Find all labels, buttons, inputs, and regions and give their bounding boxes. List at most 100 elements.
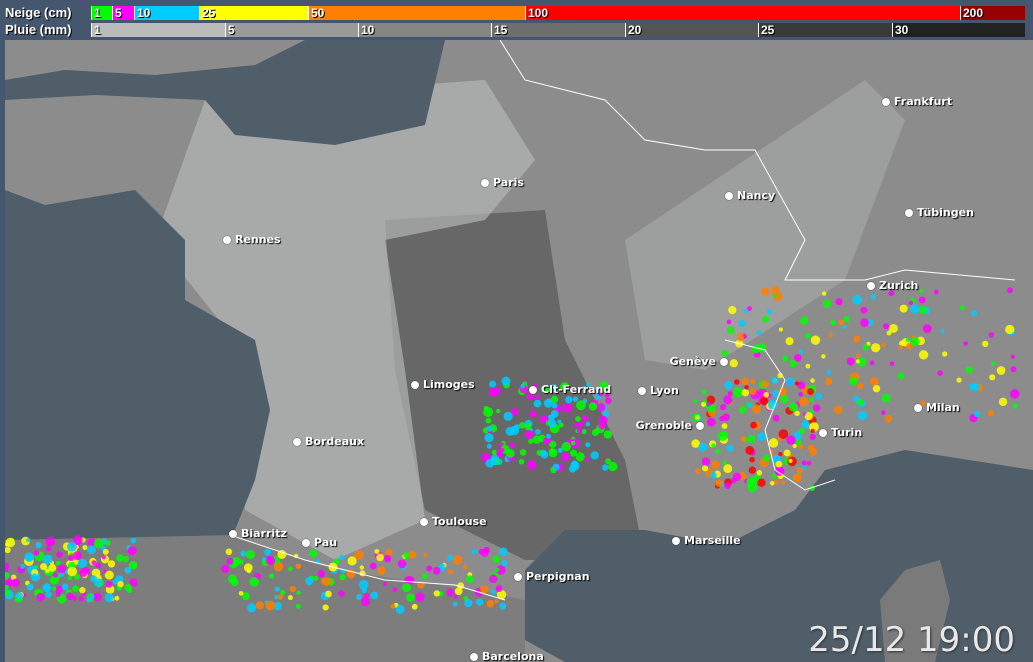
snow-patch (295, 563, 302, 570)
city-marker[interactable]: Frankfurt (882, 95, 952, 108)
city-marker[interactable]: Tübingen (905, 206, 974, 219)
snow-patch (551, 402, 558, 409)
snow-patch (722, 460, 727, 466)
snow-patch (792, 473, 802, 483)
rain-legend-step: 25 (758, 23, 892, 37)
snow-patch (383, 581, 388, 587)
border-pyrenees (229, 534, 506, 601)
snow-patch (849, 376, 858, 386)
snow-patch (452, 601, 458, 607)
snow-patch (744, 385, 749, 390)
snow-patch (801, 465, 806, 471)
snow-patch (45, 591, 52, 598)
city-marker[interactable]: Marseille (672, 534, 741, 547)
city-marker[interactable]: Barcelona (470, 650, 544, 662)
city-dot-icon (514, 572, 522, 581)
city-name: Clt-Ferrand (541, 383, 612, 396)
snow-patch (255, 601, 265, 610)
snow-patch (810, 335, 821, 345)
snow-patch (603, 430, 612, 439)
city-marker[interactable]: Limoges (411, 378, 475, 391)
snow-patch (717, 431, 728, 441)
snow-patch (390, 604, 396, 609)
snow-patch (756, 330, 762, 335)
snow-patch (416, 580, 425, 589)
snow-patch (55, 592, 61, 597)
snow-patch (585, 442, 591, 448)
city-marker[interactable]: Perpignan (514, 570, 590, 583)
snow-patch (492, 555, 500, 564)
snow-patch (339, 554, 345, 561)
map-canvas[interactable] (5, 40, 1033, 662)
snow-patch (853, 335, 861, 343)
snow-patch (406, 576, 415, 585)
snow-patch (72, 551, 82, 561)
snow-patch (807, 388, 814, 395)
rain-legend-step: 10 (358, 23, 491, 37)
city-marker[interactable]: Milan (914, 401, 960, 414)
snow-patch (89, 594, 95, 599)
snow-patch (35, 542, 42, 549)
snow-patch (411, 603, 418, 610)
city-name: Lyon (650, 384, 679, 397)
snow-patch (54, 585, 64, 594)
city-marker[interactable]: Pau (302, 536, 337, 549)
snow-patch (778, 429, 789, 439)
city-marker[interactable]: Genève (670, 355, 728, 368)
snow-patch (503, 411, 513, 421)
city-marker[interactable]: Zurich (867, 279, 918, 292)
snow-patch (92, 592, 102, 602)
snow-patch (604, 392, 610, 398)
snow-patch (518, 422, 526, 429)
snow-patch (804, 412, 813, 421)
city-marker[interactable]: Biarritz (229, 527, 287, 540)
snow-patch (475, 598, 484, 606)
snow-patch (741, 388, 750, 397)
snow-patch (127, 546, 137, 556)
snow-patch (406, 593, 415, 602)
snow-patch (794, 410, 800, 417)
snow-patch (768, 399, 778, 410)
city-dot-icon (819, 428, 827, 437)
city-marker[interactable]: Toulouse (420, 515, 487, 528)
snow-patch (605, 397, 612, 404)
snow-patch (805, 363, 811, 369)
snow-patch (701, 457, 711, 466)
forecast-timestamp: 25/12 19:00 (808, 620, 1015, 660)
snow-patch (1010, 354, 1015, 359)
snow-patch (562, 403, 573, 413)
snow-patch (768, 438, 779, 448)
city-dot-icon (411, 380, 419, 389)
snow-patch (485, 458, 495, 468)
city-marker[interactable]: Clt-Ferrand (529, 383, 611, 396)
snow-patch (347, 556, 357, 566)
snow-patch (884, 414, 893, 423)
snow-patch (788, 401, 799, 412)
snow-patch (494, 599, 499, 604)
snow-patch (112, 579, 119, 585)
snow-patch (539, 414, 549, 424)
snow-patch (780, 480, 786, 485)
city-marker[interactable]: Grenoble (636, 419, 704, 432)
snow-patch (757, 432, 766, 441)
snow-patch (518, 459, 525, 465)
snow-patch (104, 570, 114, 580)
snow-patch (32, 573, 37, 579)
snow-patch (52, 586, 57, 591)
snow-patch (526, 460, 537, 470)
snow-patch (274, 586, 281, 592)
snow-patch (552, 463, 560, 471)
city-marker[interactable]: Rennes (223, 233, 281, 246)
city-marker[interactable]: Paris (481, 176, 524, 189)
snow-patch (45, 536, 56, 547)
city-dot-icon (914, 403, 922, 412)
city-marker[interactable]: Lyon (638, 384, 679, 397)
city-marker[interactable]: Nancy (725, 189, 775, 202)
city-marker[interactable]: Bordeaux (293, 435, 364, 448)
snow-patch (433, 590, 440, 597)
snow-patch (506, 449, 515, 458)
snow-patch (483, 405, 489, 411)
city-marker[interactable]: Turin (819, 426, 862, 439)
city-name: Nancy (737, 189, 776, 202)
snow-patch (982, 340, 989, 347)
